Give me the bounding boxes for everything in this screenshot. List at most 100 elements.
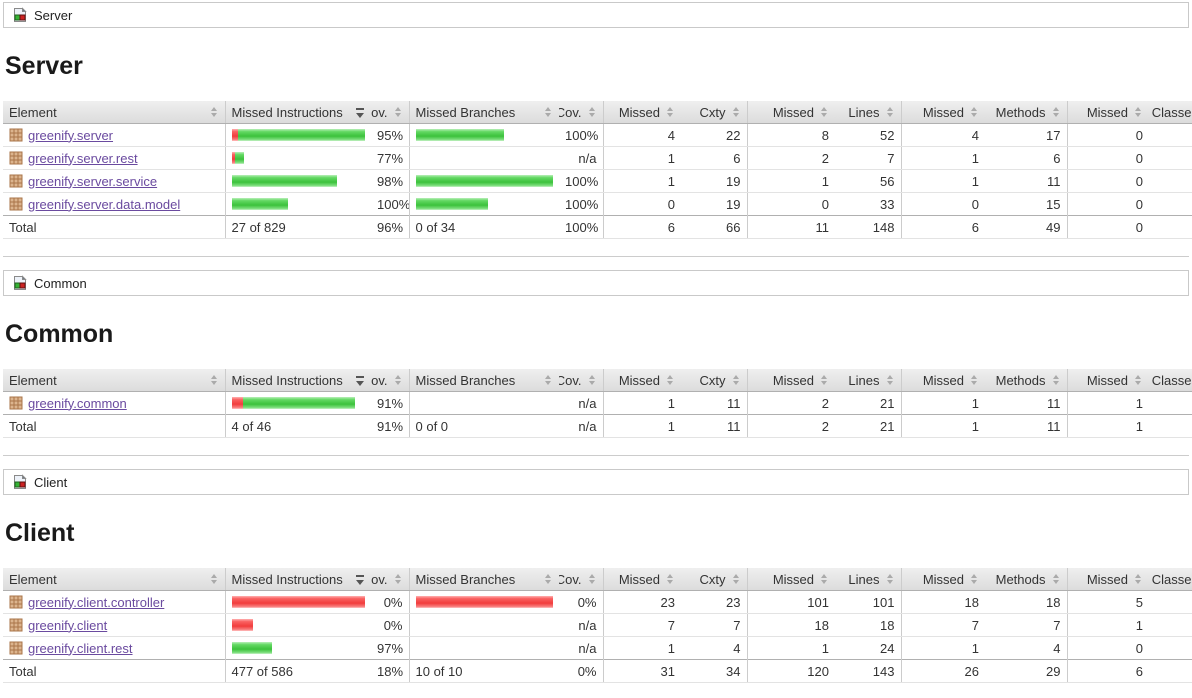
total-instructions-coverage-cell: 91% xyxy=(371,414,409,438)
element-content: greenify.common xyxy=(9,396,219,411)
missed-bar-segment xyxy=(231,129,239,141)
column-header-label: Missed Instructions xyxy=(231,372,343,388)
column-header-lines[interactable]: Lines xyxy=(835,369,901,392)
total-count-cell: 6 xyxy=(900,215,985,239)
total-row: Total 27 of 829 96% 0 of 34 100% 6 66 11 148 6 49 0… xyxy=(3,215,1192,239)
column-header-cxty[interactable]: Cxty xyxy=(681,369,747,392)
missed-bar-segment xyxy=(231,596,365,608)
sort-desc-icon xyxy=(356,375,365,386)
column-header-missed[interactable]: Missed xyxy=(746,568,835,591)
coverage-bar xyxy=(231,152,366,164)
count-cell: 7 xyxy=(900,613,985,637)
package-link[interactable]: greenify.server.service xyxy=(28,173,158,189)
count-cell: 1 xyxy=(1066,613,1149,637)
missed-bar-segment xyxy=(231,152,235,164)
column-header-missed[interactable]: Missed xyxy=(900,568,985,591)
count-cell: 52 xyxy=(835,123,901,147)
column-header-missed[interactable]: Missed xyxy=(602,568,681,591)
column-header-missed-instructions[interactable]: Missed Instructions xyxy=(224,369,371,392)
count-cell: 15 xyxy=(985,192,1067,216)
package-link[interactable]: greenify.client.rest xyxy=(28,640,133,656)
column-header-label: Missed Branches xyxy=(415,104,516,120)
column-header-cov-[interactable]: Cov. xyxy=(559,369,603,392)
column-header-missed[interactable]: Missed xyxy=(602,101,681,124)
column-header-missed-instructions[interactable]: Missed Instructions xyxy=(224,568,371,591)
column-header-label: Classes xyxy=(1151,571,1192,587)
column-header-classes[interactable]: Classes xyxy=(1149,568,1192,591)
instructions-bar-cell xyxy=(224,123,371,147)
column-header-element[interactable]: Element xyxy=(3,101,225,124)
column-header-cov-[interactable]: Cov. xyxy=(371,568,409,591)
coverage-bar xyxy=(416,642,554,654)
header-content: Missed Branches xyxy=(416,373,554,388)
column-header-element[interactable]: Element xyxy=(3,369,225,392)
column-header-lines[interactable]: Lines xyxy=(835,568,901,591)
branches-bar-cell xyxy=(408,590,559,614)
column-header-methods[interactable]: Methods xyxy=(985,568,1067,591)
section-divider xyxy=(3,256,1189,257)
count-cell: 23 xyxy=(681,590,747,614)
column-header-lines[interactable]: Lines xyxy=(835,101,901,124)
column-header-cov-[interactable]: Cov. xyxy=(371,101,409,124)
header-content: Missed xyxy=(908,572,980,587)
total-branches-cell: 10 of 10 xyxy=(408,659,559,683)
column-header-cov-[interactable]: Cov. xyxy=(559,101,603,124)
count-cell: 1 xyxy=(900,169,985,193)
column-header-cxty[interactable]: Cxty xyxy=(681,568,747,591)
package-link[interactable]: greenify.server.rest xyxy=(28,150,138,166)
column-header-label: Missed Instructions xyxy=(231,104,343,120)
package-link[interactable]: greenify.server xyxy=(28,127,114,143)
count-cell: 11 xyxy=(681,391,747,415)
column-header-label: Methods xyxy=(995,571,1046,587)
column-header-missed[interactable]: Missed xyxy=(1066,101,1149,124)
breadcrumb-label: Common xyxy=(34,275,87,291)
column-header-methods[interactable]: Methods xyxy=(985,369,1067,392)
column-header-missed[interactable]: Missed xyxy=(900,369,985,392)
column-header-cov-[interactable]: Cov. xyxy=(559,568,603,591)
header-content: Missed Instructions xyxy=(232,373,366,388)
column-header-missed[interactable]: Missed xyxy=(746,369,835,392)
header-content: Cov. xyxy=(371,373,403,388)
package-link[interactable]: greenify.server.data.model xyxy=(28,196,181,212)
column-header-cxty[interactable]: Cxty xyxy=(681,101,747,124)
column-header-methods[interactable]: Methods xyxy=(985,101,1067,124)
count-cell: 5 xyxy=(1066,590,1149,614)
column-header-cov-[interactable]: Cov. xyxy=(371,369,409,392)
column-header-missed[interactable]: Missed xyxy=(1066,568,1149,591)
column-header-missed-branches[interactable]: Missed Branches xyxy=(408,101,559,124)
header-content: Cxty xyxy=(687,105,741,120)
package-link[interactable]: greenify.common xyxy=(28,395,127,411)
column-header-missed-branches[interactable]: Missed Branches xyxy=(408,369,559,392)
column-header-classes[interactable]: Classes xyxy=(1149,101,1192,124)
column-header-label: Missed xyxy=(772,104,814,120)
column-header-element[interactable]: Element xyxy=(3,568,225,591)
header-content: Missed xyxy=(610,373,676,388)
element-cell: greenify.client xyxy=(3,613,225,637)
sort-arrows-icon xyxy=(544,573,553,585)
section-title: Client xyxy=(5,519,75,547)
column-header-label: Cov. xyxy=(559,104,582,120)
count-cell: 33 xyxy=(835,192,901,216)
column-header-classes[interactable]: Classes xyxy=(1149,369,1192,392)
column-header-missed-instructions[interactable]: Missed Instructions xyxy=(224,101,371,124)
column-header-missed[interactable]: Missed xyxy=(1066,369,1149,392)
instructions-coverage-cell: 97% xyxy=(371,636,409,660)
count-cell: 1 xyxy=(900,636,985,660)
count-cell: 18 xyxy=(746,613,835,637)
package-link[interactable]: greenify.client xyxy=(28,617,108,633)
column-header-missed[interactable]: Missed xyxy=(900,101,985,124)
count-cell: 1 xyxy=(1149,613,1192,637)
total-count-cell: 3 xyxy=(1149,414,1192,438)
column-header-missed[interactable]: Missed xyxy=(746,101,835,124)
sort-arrows-icon xyxy=(732,573,741,585)
sort-arrows-icon xyxy=(544,374,553,386)
total-count-cell: 26 xyxy=(900,659,985,683)
column-header-label: Cov. xyxy=(559,571,582,587)
column-header-missed[interactable]: Missed xyxy=(602,369,681,392)
total-label-cell: Total xyxy=(3,659,225,683)
column-header-label: Cxty xyxy=(699,571,726,587)
count-cell: 0 xyxy=(602,192,681,216)
column-header-missed-branches[interactable]: Missed Branches xyxy=(408,568,559,591)
package-link[interactable]: greenify.client.controller xyxy=(28,594,165,610)
